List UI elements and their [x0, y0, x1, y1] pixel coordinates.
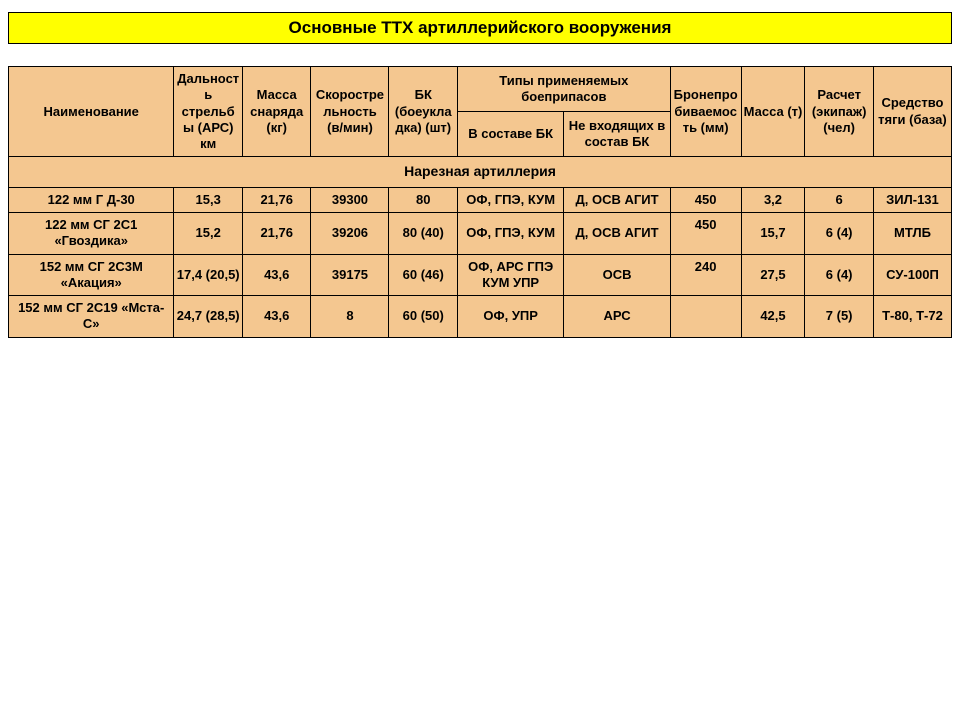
- cell-name: 122 мм Г Д-30: [9, 187, 174, 212]
- cell-ammoOut: Д, ОСВ АГИТ: [564, 213, 670, 255]
- cell-rateOfFire: 39175: [311, 254, 389, 296]
- cell-armor: 450: [670, 187, 741, 212]
- col-projmass: Масса снаряда (кг): [242, 67, 311, 157]
- col-ammo-in: В составе БК: [458, 112, 564, 157]
- cell-ammoIn: ОФ, АРС ГПЭ КУМ УПР: [458, 254, 564, 296]
- cell-range: 15,3: [174, 187, 243, 212]
- cell-crew: 7 (5): [805, 296, 874, 338]
- cell-tow: ЗИЛ-131: [873, 187, 951, 212]
- cell-crew: 6 (4): [805, 213, 874, 255]
- cell-ammoOut: ОСВ: [564, 254, 670, 296]
- section-header: Нарезная артиллерия: [9, 157, 952, 188]
- table-row: 152 мм СГ 2С3М «Акация»17,4 (20,5)43,639…: [9, 254, 952, 296]
- cell-tow: СУ-100П: [873, 254, 951, 296]
- table-row: 122 мм Г Д-3015,321,763930080ОФ, ГПЭ, КУ…: [9, 187, 952, 212]
- cell-ammoLoad: 80 (40): [389, 213, 458, 255]
- cell-projMass: 21,76: [242, 187, 311, 212]
- cell-armor: [670, 296, 741, 338]
- page-title: Основные ТТХ артиллерийского вооружения: [8, 12, 952, 44]
- cell-rateOfFire: 39300: [311, 187, 389, 212]
- cell-range: 15,2: [174, 213, 243, 255]
- cell-ammoLoad: 60 (46): [389, 254, 458, 296]
- col-crew: Расчет (экипаж) (чел): [805, 67, 874, 157]
- cell-ammoOut: АРС: [564, 296, 670, 338]
- cell-crew: 6 (4): [805, 254, 874, 296]
- cell-projMass: 43,6: [242, 254, 311, 296]
- cell-range: 24,7 (28,5): [174, 296, 243, 338]
- col-mass: Масса (т): [741, 67, 805, 157]
- cell-mass: 15,7: [741, 213, 805, 255]
- col-tow: Средство тяги (база): [873, 67, 951, 157]
- col-ammotypes: Типы применяемых боеприпасов: [458, 67, 671, 112]
- cell-ammoLoad: 60 (50): [389, 296, 458, 338]
- cell-armor: 450: [670, 213, 741, 255]
- col-armor: Бронепробиваемость (мм): [670, 67, 741, 157]
- cell-rateOfFire: 8: [311, 296, 389, 338]
- cell-name: 152 мм СГ 2С19 «Мста-С»: [9, 296, 174, 338]
- cell-name: 152 мм СГ 2С3М «Акация»: [9, 254, 174, 296]
- cell-projMass: 21,76: [242, 213, 311, 255]
- cell-armor: 240: [670, 254, 741, 296]
- cell-ammoOut: Д, ОСВ АГИТ: [564, 187, 670, 212]
- cell-crew: 6: [805, 187, 874, 212]
- cell-projMass: 43,6: [242, 296, 311, 338]
- cell-ammoLoad: 80: [389, 187, 458, 212]
- cell-ammoIn: ОФ, УПР: [458, 296, 564, 338]
- cell-tow: Т-80, Т-72: [873, 296, 951, 338]
- artillery-table: Наименование Дальность стрельбы (АРС) км…: [8, 66, 952, 338]
- cell-rateOfFire: 39206: [311, 213, 389, 255]
- cell-mass: 27,5: [741, 254, 805, 296]
- cell-name: 122 мм СГ 2С1 «Гвоздика»: [9, 213, 174, 255]
- cell-range: 17,4 (20,5): [174, 254, 243, 296]
- cell-tow: МТЛБ: [873, 213, 951, 255]
- cell-mass: 3,2: [741, 187, 805, 212]
- col-range: Дальность стрельбы (АРС) км: [174, 67, 243, 157]
- col-name: Наименование: [9, 67, 174, 157]
- table-row: 152 мм СГ 2С19 «Мста-С»24,7 (28,5)43,686…: [9, 296, 952, 338]
- col-ammo-out: Не входящих в состав БК: [564, 112, 670, 157]
- col-rof: Скорострельность (в/мин): [311, 67, 389, 157]
- col-ammoload: БК (боеукладка) (шт): [389, 67, 458, 157]
- cell-mass: 42,5: [741, 296, 805, 338]
- cell-ammoIn: ОФ, ГПЭ, КУМ: [458, 187, 564, 212]
- cell-ammoIn: ОФ, ГПЭ, КУМ: [458, 213, 564, 255]
- table-row: 122 мм СГ 2С1 «Гвоздика»15,221,763920680…: [9, 213, 952, 255]
